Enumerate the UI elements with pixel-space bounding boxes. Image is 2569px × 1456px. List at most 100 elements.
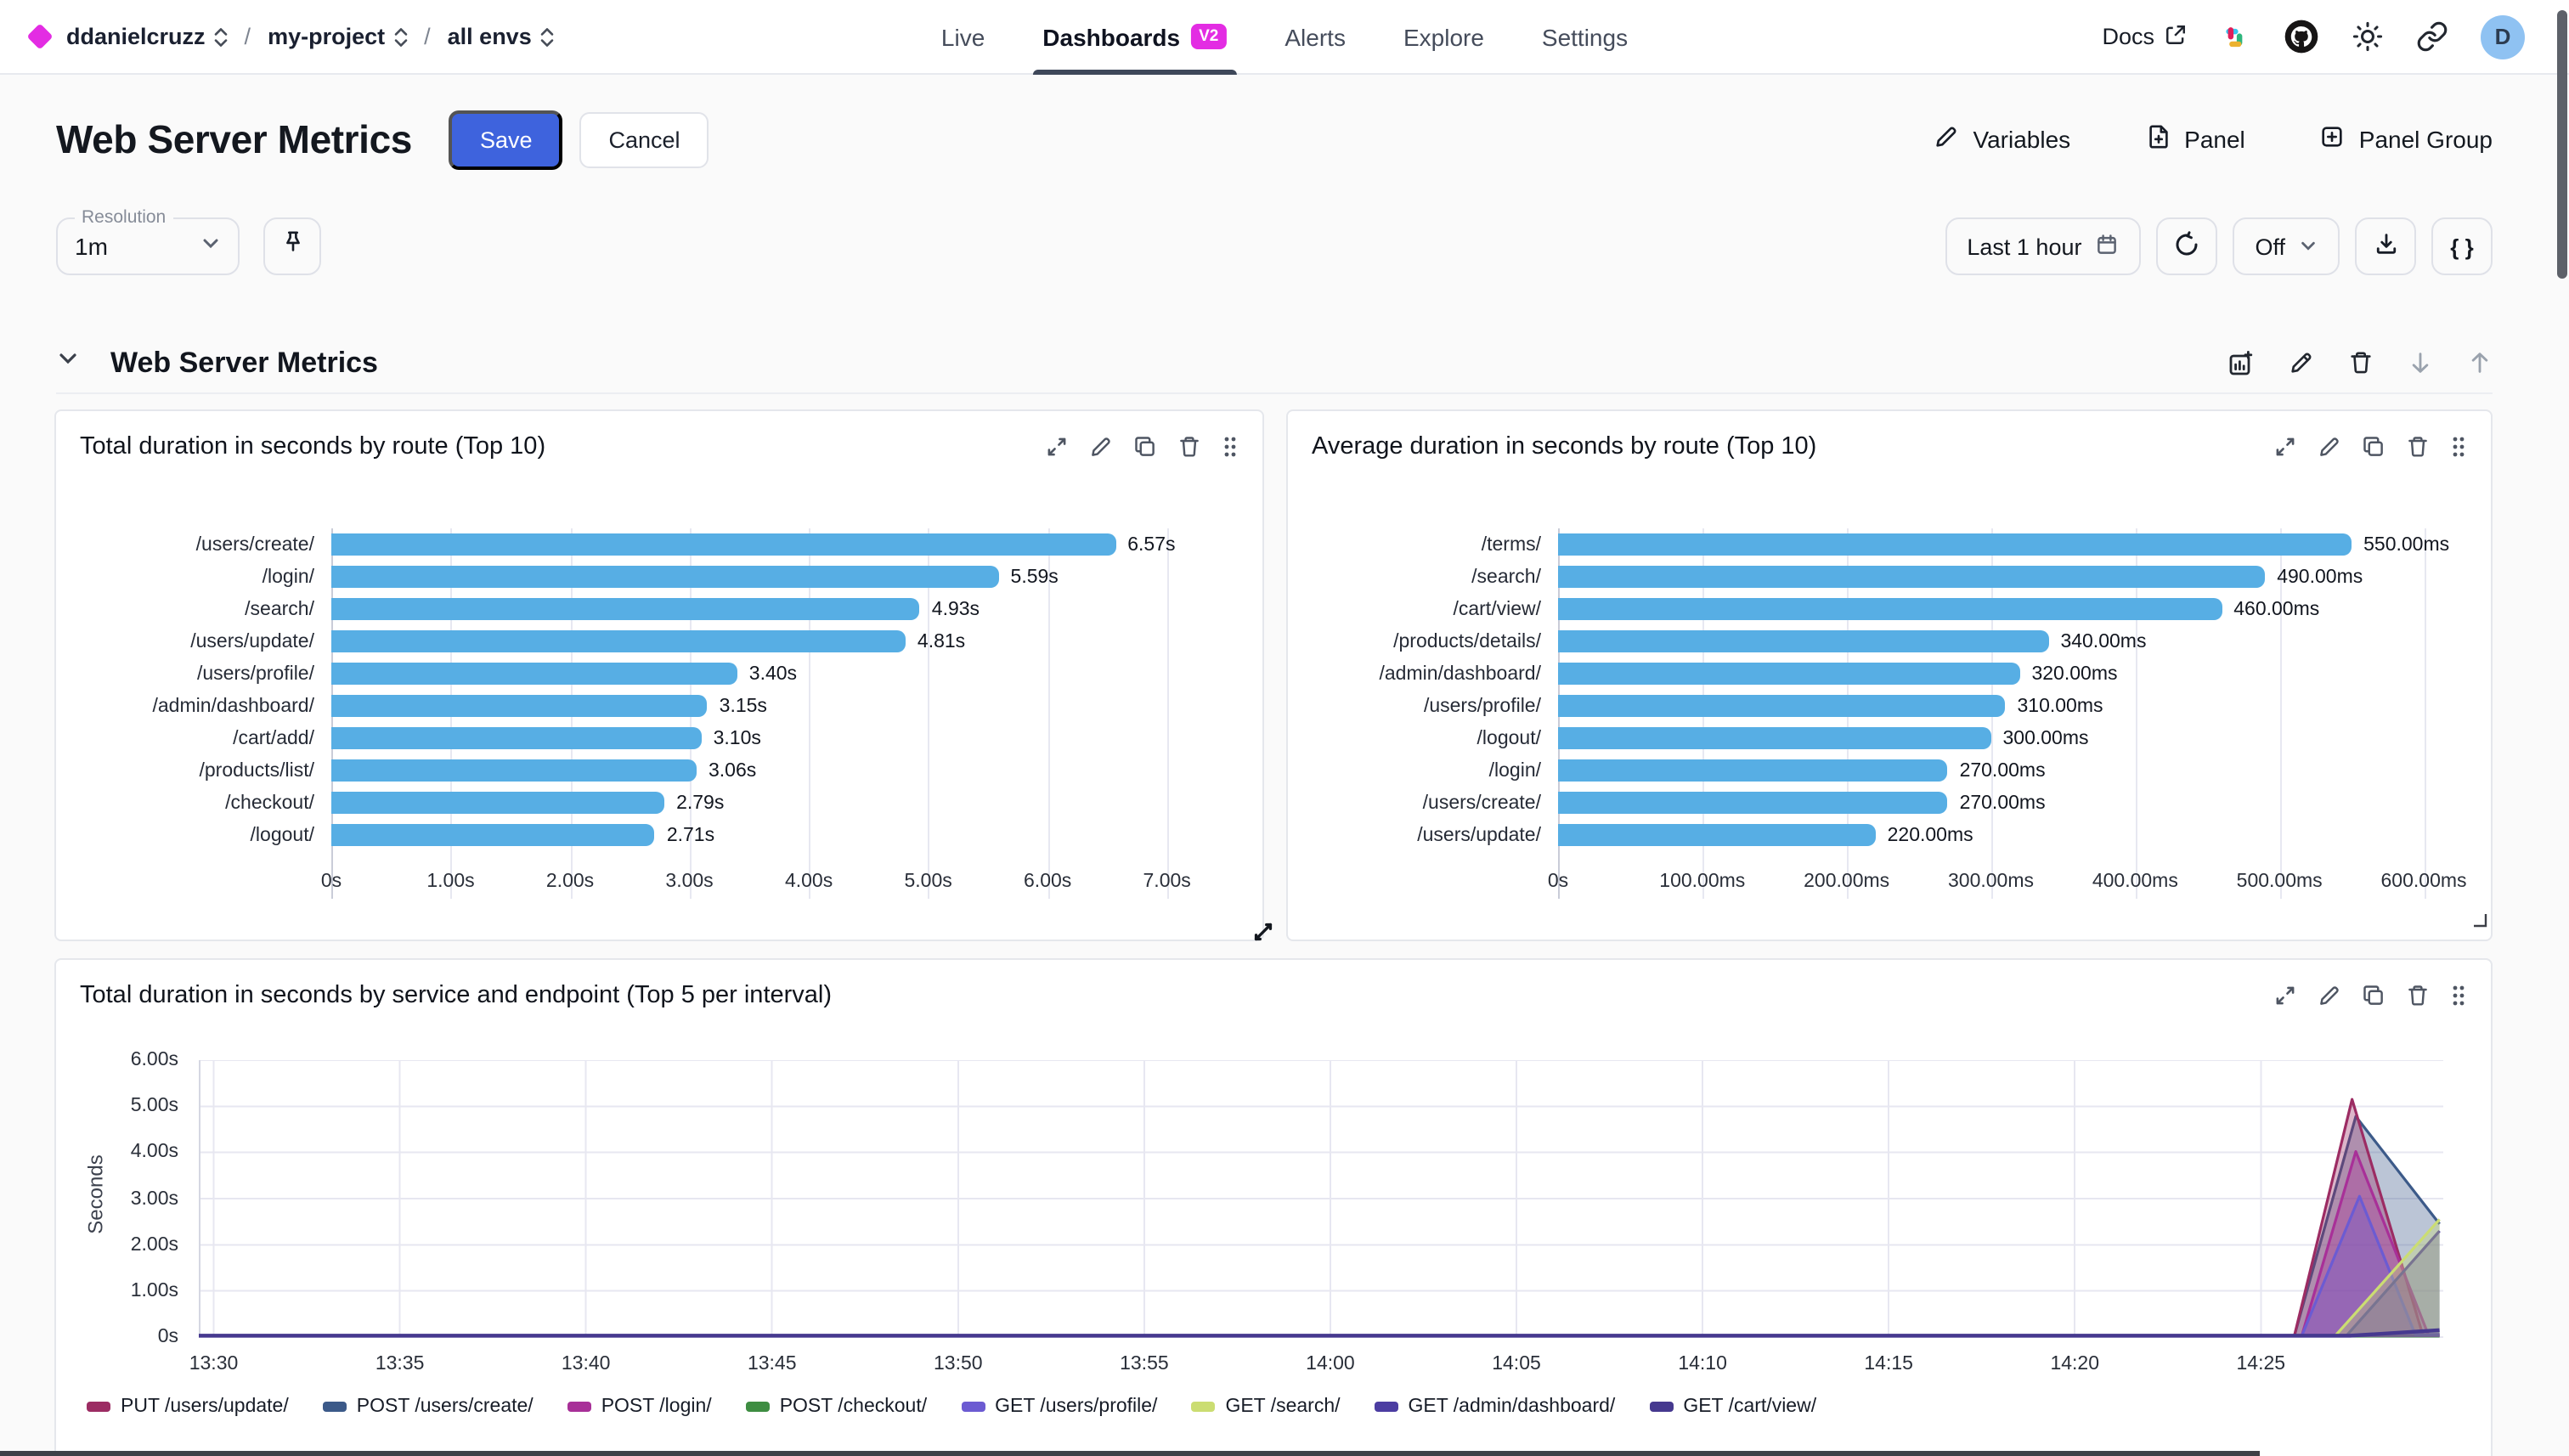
bar-category-label: /login/ (1488, 760, 1541, 781)
slack-icon[interactable] (2219, 20, 2251, 53)
auto-refresh-select[interactable]: Off (2233, 217, 2340, 275)
bar-value-label: 320.00ms (2031, 663, 2118, 684)
resize-grip-icon[interactable] (2472, 906, 2487, 936)
nav-tab-dashboards[interactable]: Dashboards V2 (1032, 0, 1237, 74)
move-up-icon[interactable] (2467, 350, 2493, 375)
cancel-button[interactable]: Cancel (579, 111, 709, 167)
collapse-chevron-icon[interactable] (56, 347, 80, 379)
page-title: Web Server Metrics (56, 116, 412, 161)
sun-icon[interactable] (2352, 20, 2384, 53)
add-panel-button[interactable]: Panel (2145, 124, 2245, 155)
chevron-updown-icon (214, 26, 228, 47)
delete-icon[interactable] (2406, 984, 2430, 1007)
legend-item[interactable]: POST /checkout/ (745, 1397, 927, 1417)
bar-category-label: /admin/dashboard/ (152, 696, 314, 716)
bar-value-label: 5.59s (1010, 567, 1059, 587)
edit-icon[interactable] (2318, 435, 2341, 459)
copy-icon[interactable] (2362, 435, 2386, 459)
bar-row: /logout/2.71s (80, 819, 1239, 851)
drag-handle-icon[interactable] (1222, 435, 1239, 459)
bottom-dark-strip (0, 1451, 2260, 1456)
nav-tab-label: Explore (1403, 23, 1484, 50)
breadcrumb-item[interactable]: ddanielcruzz (66, 24, 228, 49)
download-button[interactable] (2355, 217, 2416, 275)
save-button[interactable]: Save (449, 110, 563, 169)
copy-icon[interactable] (2362, 984, 2386, 1007)
panel-avg-duration-by-route: Average duration in seconds by route (To… (1286, 409, 2493, 941)
delete-icon[interactable] (2348, 350, 2374, 375)
link-icon[interactable] (2416, 20, 2448, 53)
x-axis-tick: 100.00ms (1659, 872, 1746, 892)
copy-icon[interactable] (1133, 435, 1157, 459)
panel-group-title: Web Server Metrics (110, 346, 378, 378)
x-axis-tick: 500.00ms (2236, 872, 2323, 892)
legend-item[interactable]: POST /login/ (567, 1397, 712, 1417)
bar (1558, 533, 2352, 556)
github-icon[interactable] (2284, 19, 2319, 54)
bar (1558, 727, 1991, 749)
panel-total-duration-by-route: Total duration in seconds by route (Top … (54, 409, 1273, 941)
json-view-button[interactable]: { } (2431, 217, 2493, 275)
legend-item[interactable]: GET /admin/dashboard/ (1374, 1397, 1615, 1417)
expand-icon[interactable] (2273, 984, 2297, 1007)
resolution-value: 1m (75, 233, 108, 260)
time-series-plot (199, 1060, 2443, 1338)
delete-icon[interactable] (2406, 435, 2430, 459)
resize-nwse-icon[interactable] (1251, 919, 1276, 953)
edit-icon[interactable] (2318, 984, 2341, 1007)
legend-item[interactable]: PUT /users/update/ (87, 1397, 289, 1417)
edit-icon[interactable] (1089, 435, 1113, 459)
x-axis-tick: 4.00s (784, 872, 833, 892)
delete-icon[interactable] (1177, 435, 1201, 459)
avatar[interactable]: D (2481, 14, 2525, 59)
nav-tab-label: Alerts (1284, 23, 1346, 50)
breadcrumb-item[interactable]: my-project (268, 24, 407, 49)
edit-icon[interactable] (2289, 350, 2314, 375)
chart-legend: PUT /users/update/POST /users/create/POS… (87, 1397, 1816, 1417)
resolution-select[interactable]: Resolution 1m (56, 207, 240, 275)
bar-value-label: 4.81s (917, 631, 966, 652)
variables-button[interactable]: Variables (1934, 124, 2070, 155)
nav-tab-settings[interactable]: Settings (1542, 0, 1628, 74)
legend-item[interactable]: GET /users/profile/ (961, 1397, 1157, 1417)
brand: ddanielcruzz / my-project / all envs (0, 23, 554, 50)
time-range-button[interactable]: Last 1 hour (1945, 217, 2142, 275)
legend-item[interactable]: GET /search/ (1191, 1397, 1341, 1417)
bar (331, 598, 920, 620)
expand-icon[interactable] (1045, 435, 1069, 459)
move-down-icon[interactable] (2408, 350, 2433, 375)
add-panel-group-button[interactable]: Panel Group (2320, 124, 2493, 155)
version-badge: V2 (1190, 24, 1228, 49)
docs-link[interactable]: Docs (2102, 23, 2187, 50)
drag-handle-icon[interactable] (2450, 435, 2467, 459)
panel-header: Total duration in seconds by route (Top … (56, 411, 1262, 460)
legend-item[interactable]: GET /cart/view/ (1649, 1397, 1816, 1417)
time-range-value: Last 1 hour (1967, 234, 2082, 259)
bar-row: /products/details/340.00ms (1312, 625, 2467, 657)
drag-handle-icon[interactable] (2450, 984, 2467, 1007)
bar-category-label: /users/create/ (195, 534, 314, 555)
nav-tab-live[interactable]: Live (941, 0, 985, 74)
time-series-chart: Seconds PUT /users/update/POST /users/cr… (80, 1050, 2467, 1456)
expand-icon[interactable] (2273, 435, 2297, 459)
add-chart-icon[interactable] (2227, 349, 2255, 376)
y-axis-tick: 2.00s (130, 1234, 178, 1256)
bar-chart-total-duration: /users/create/6.57s/login/5.59s/search/4… (80, 528, 1239, 899)
bar-value-label: 4.93s (931, 599, 980, 619)
bar (331, 727, 702, 749)
logo-diamond-icon[interactable] (26, 23, 54, 50)
legend-swatch (1649, 1402, 1674, 1412)
panel-group-label: Panel Group (2358, 126, 2493, 153)
nav-tab-explore[interactable]: Explore (1403, 0, 1484, 74)
chevron-updown-icon (393, 26, 407, 47)
toolbar-right: Last 1 hour Off (1945, 217, 2493, 275)
bar-value-label: 490.00ms (2277, 567, 2363, 587)
pin-button[interactable] (263, 217, 321, 275)
panel-title: Average duration in seconds by route (To… (1312, 433, 1817, 460)
nav-tab-alerts[interactable]: Alerts (1284, 0, 1346, 74)
square-plus-icon (2320, 124, 2346, 155)
vertical-scrollbar-thumb[interactable] (2557, 10, 2567, 279)
refresh-button[interactable] (2156, 217, 2218, 275)
breadcrumb-item[interactable]: all envs (448, 24, 554, 49)
legend-item[interactable]: POST /users/create/ (322, 1397, 534, 1417)
